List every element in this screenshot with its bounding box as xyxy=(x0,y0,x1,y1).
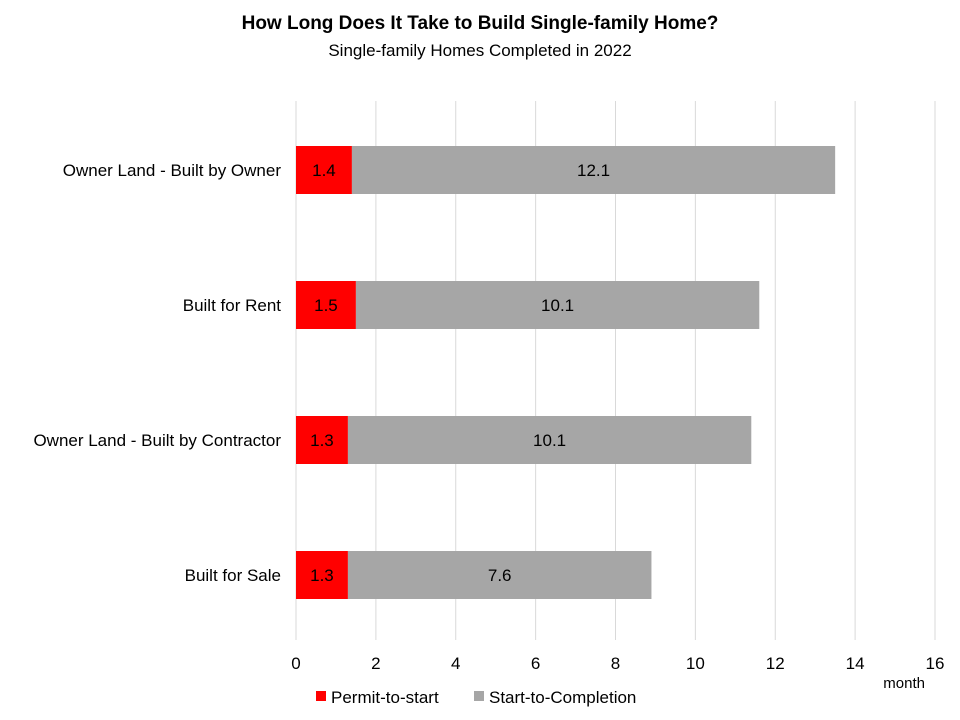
data-label-permit-to-start: 1.4 xyxy=(312,161,336,180)
x-tick-label: 6 xyxy=(531,654,540,673)
x-tick-label: 14 xyxy=(846,654,865,673)
bar-start-to-completion xyxy=(351,146,836,194)
data-label-start-to-completion: 12.1 xyxy=(577,161,610,180)
bar-start-to-completion xyxy=(355,281,760,329)
x-tick-label: 10 xyxy=(686,654,705,673)
x-axis-ticks: 0 2 4 6 8 10 12 14 16 xyxy=(291,654,944,673)
data-label-start-to-completion: 7.6 xyxy=(488,566,512,585)
legend-swatch-permit-to-start xyxy=(316,691,326,701)
legend: Permit-to-start Start-to-Completion xyxy=(316,688,636,707)
bars: 1.4 12.1 1.5 10.1 1.3 10.1 1.3 7.6 xyxy=(296,146,836,599)
legend-label-permit-to-start: Permit-to-start xyxy=(331,688,439,707)
x-tick-label: 8 xyxy=(611,654,620,673)
x-tick-label: 2 xyxy=(371,654,380,673)
legend-swatch-start-to-completion xyxy=(474,691,484,701)
data-label-start-to-completion: 10.1 xyxy=(533,431,566,450)
legend-label-start-to-completion: Start-to-Completion xyxy=(489,688,636,707)
x-tick-label: 16 xyxy=(926,654,945,673)
bar-permit-to-start xyxy=(296,281,356,329)
bar-start-to-completion xyxy=(347,416,752,464)
category-label: Built for Rent xyxy=(183,296,282,315)
bar-permit-to-start xyxy=(296,551,348,599)
x-tick-label: 0 xyxy=(291,654,300,673)
x-tick-label: 4 xyxy=(451,654,460,673)
data-label-start-to-completion: 10.1 xyxy=(541,296,574,315)
data-label-permit-to-start: 1.5 xyxy=(314,296,338,315)
chart-subtitle: Single-family Homes Completed in 2022 xyxy=(328,41,631,60)
category-label: Built for Sale xyxy=(185,566,281,585)
x-axis-unit-label: month xyxy=(883,675,925,692)
chart-title: How Long Does It Take to Build Single-fa… xyxy=(242,13,719,34)
bar-permit-to-start xyxy=(296,146,352,194)
data-label-permit-to-start: 1.3 xyxy=(310,566,334,585)
bar-start-to-completion xyxy=(347,551,652,599)
category-labels: Owner Land - Built by Owner Built for Ren… xyxy=(33,161,281,585)
category-label: Owner Land - Built by Owner xyxy=(63,161,282,180)
bar-permit-to-start xyxy=(296,416,348,464)
data-label-permit-to-start: 1.3 xyxy=(310,431,334,450)
category-label: Owner Land - Built by Contractor xyxy=(33,431,281,450)
x-tick-label: 12 xyxy=(766,654,785,673)
